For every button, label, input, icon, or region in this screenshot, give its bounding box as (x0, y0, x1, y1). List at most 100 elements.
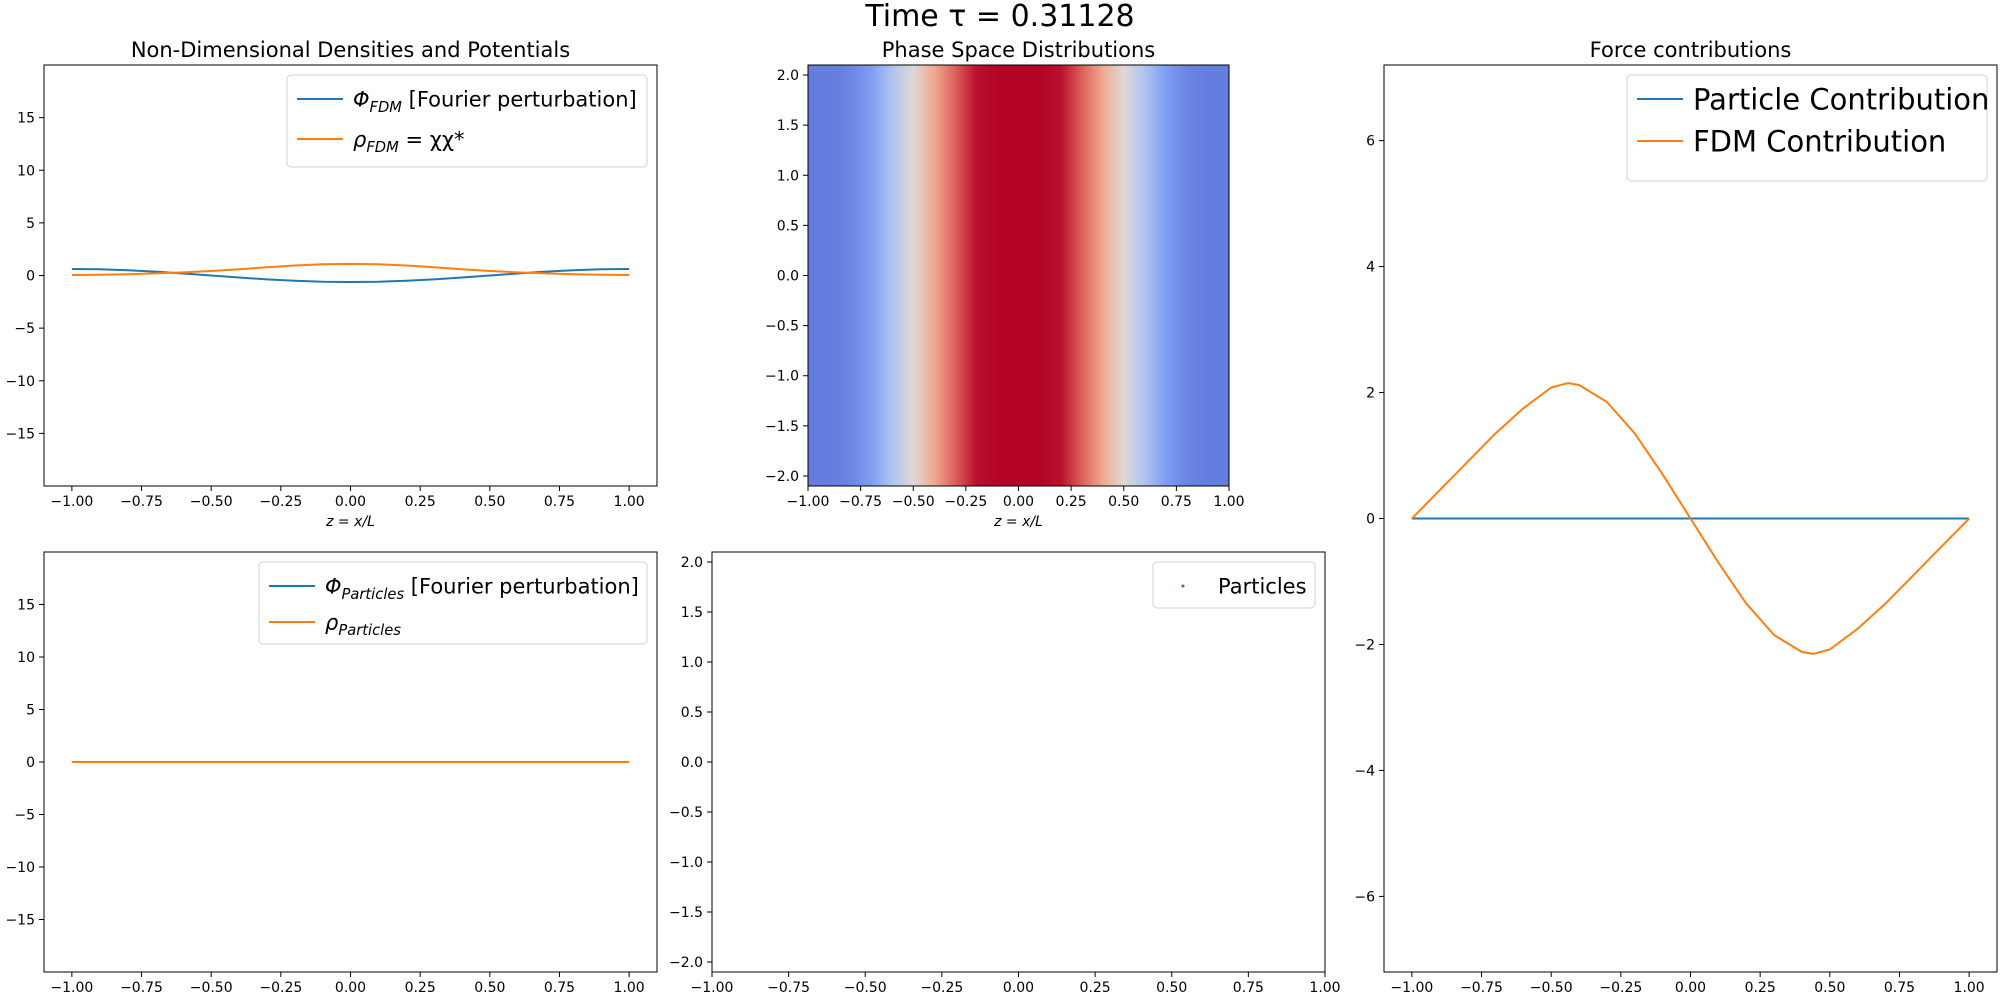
y-tick-label: −5 (14, 808, 35, 824)
y-tick-label: −1.0 (669, 855, 703, 871)
x-tick-label: 0.50 (474, 980, 505, 996)
y-tick-label: 6 (1366, 134, 1375, 150)
x-tick-label: 0.25 (405, 494, 436, 510)
y-tick-label: 0 (26, 755, 35, 771)
legend-box (1152, 561, 1316, 609)
y-tick-label: 2.0 (777, 68, 799, 84)
legend: ΦFDM [Fourier perturbation] ρFDM = χχ* (286, 74, 648, 168)
y-tick-label: 1.0 (777, 168, 799, 184)
legend-box (258, 561, 648, 645)
legend: Particle Contribution FDM Contribution (1626, 74, 1989, 182)
chart-title: Non-Dimensional Densities and Potentials (131, 38, 570, 62)
x-tick-label: 0.50 (1814, 980, 1845, 996)
chart-title: Phase Space Distributions (882, 38, 1156, 62)
x-tick-label: 0.25 (405, 980, 436, 996)
legend-label: Particle Contribution (1693, 82, 1989, 116)
x-tick-label: −0.25 (1599, 980, 1642, 996)
y-tick-label: −1.5 (669, 905, 703, 921)
chart-force_contributions: −1.00 −0.75 −0.50 −0.25 0.00 0.25 0.50 0.75 1.00… (1354, 38, 1998, 996)
x-tick-label: 1.00 (1954, 980, 1985, 996)
y-tick-label: −0.5 (669, 805, 703, 821)
chart-particle_densities: −1.00 −0.75 −0.50 −0.25 0.00 0.25 0.50 0.75 1.00… (5, 551, 658, 996)
x-tick-label: −0.50 (844, 980, 887, 996)
x-tick-label: 0.25 (1056, 494, 1087, 510)
legend-label: FDM Contribution (1693, 124, 1946, 158)
y-tick-label: −10 (5, 860, 35, 876)
y-tick-label: −1.5 (765, 419, 799, 435)
x-axis-label: z = x/L (325, 514, 375, 530)
y-tick-label: 4 (1366, 260, 1375, 276)
x-tick-label: 1.00 (1213, 494, 1244, 510)
series-line (71, 267, 630, 284)
x-tick-label: 0.75 (544, 980, 575, 996)
x-tick-label: 0.50 (1108, 494, 1139, 510)
x-tick-label: −0.50 (1530, 980, 1573, 996)
y-tick-label: −5 (14, 321, 35, 337)
y-tick-label: −2 (1354, 637, 1375, 653)
axes-frame (711, 551, 1326, 973)
y-tick-label: −15 (5, 913, 35, 929)
series-line (71, 262, 630, 276)
y-tick-label: 1.5 (681, 605, 703, 621)
y-tick-label: −0.5 (765, 319, 799, 335)
y-tick-label: 2 (1366, 386, 1375, 402)
x-axis-label: z = x/L (993, 514, 1043, 530)
y-tick-label: 0.5 (681, 705, 703, 721)
y-tick-label: 1.0 (681, 655, 703, 671)
y-tick-label: −10 (5, 374, 35, 390)
y-tick-label: 0.5 (777, 218, 799, 234)
x-tick-label: 0.25 (1080, 980, 1111, 996)
chart-phase_space_fdm: −1.00 −0.75 −0.50 −0.25 0.00 0.25 0.50 0.75 1.00… (765, 38, 1245, 530)
x-tick-label: 1.00 (1309, 980, 1340, 996)
figure-suptitle: Time τ = 0.31128 (864, 0, 1134, 34)
x-tick-label: −0.75 (839, 494, 882, 510)
legend: ΦParticles [Fourier perturbation] ρPartic… (258, 561, 648, 645)
y-tick-label: 10 (17, 163, 35, 179)
y-tick-label: 15 (17, 598, 35, 614)
x-tick-label: 1.00 (614, 980, 645, 996)
x-tick-label: 0.75 (544, 494, 575, 510)
x-tick-label: −0.50 (892, 494, 935, 510)
x-tick-label: 0.00 (335, 494, 366, 510)
y-tick-label: 10 (17, 650, 35, 666)
x-tick-label: 0.00 (1003, 980, 1034, 996)
chart-title: Force contributions (1590, 38, 1792, 62)
x-tick-label: 0.75 (1884, 980, 1915, 996)
x-tick-label: −1.00 (787, 494, 830, 510)
legend-marker (1181, 584, 1185, 588)
chart-fdm_densities: −1.00 −0.75 −0.50 −0.25 0.00 0.25 0.50 0.75 1.00… (5, 38, 658, 530)
x-tick-label: −0.25 (259, 980, 302, 996)
legend-label: ρParticles (325, 611, 401, 639)
legend-box (286, 74, 648, 168)
x-tick-label: 0.00 (1675, 980, 1706, 996)
x-tick-label: 0.75 (1161, 494, 1192, 510)
y-tick-label: −6 (1354, 889, 1375, 905)
x-tick-label: −1.00 (50, 494, 93, 510)
chart-phase_space_particles: −1.00 −0.75 −0.50 −0.25 0.00 0.25 0.50 0.75 1.00… (669, 551, 1341, 996)
x-tick-label: −1.00 (50, 980, 93, 996)
y-tick-label: 5 (26, 703, 35, 719)
x-tick-label: −0.25 (920, 980, 963, 996)
y-tick-label: 1.5 (777, 118, 799, 134)
x-tick-label: 0.00 (1003, 494, 1034, 510)
y-tick-label: 2.0 (681, 555, 703, 571)
x-tick-label: 0.75 (1233, 980, 1264, 996)
x-tick-label: −0.25 (944, 494, 987, 510)
x-tick-label: 0.00 (335, 980, 366, 996)
y-tick-label: −4 (1354, 763, 1375, 779)
legend-label: ΦFDM [Fourier perturbation] (353, 88, 637, 116)
x-tick-label: 0.50 (474, 494, 505, 510)
x-tick-label: 0.50 (1156, 980, 1187, 996)
y-tick-label: −15 (5, 426, 35, 442)
y-tick-label: 15 (17, 111, 35, 127)
y-tick-label: 5 (26, 216, 35, 232)
legend: Particles (1152, 561, 1316, 609)
series-line (1411, 382, 1970, 655)
legend-label: ΦParticles [Fourier perturbation] (325, 575, 639, 603)
x-tick-label: −0.50 (190, 980, 233, 996)
x-tick-label: −0.75 (767, 980, 810, 996)
x-tick-label: −0.75 (120, 980, 163, 996)
y-tick-label: −2.0 (669, 955, 703, 971)
y-tick-label: −2.0 (765, 469, 799, 485)
legend-box (1626, 74, 1988, 182)
